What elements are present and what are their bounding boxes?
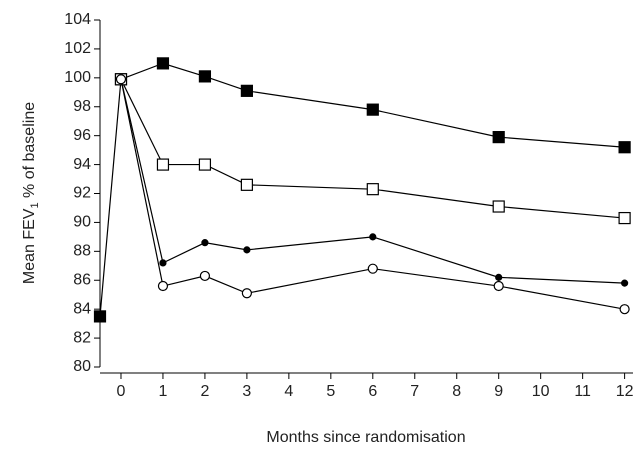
y-tick-label: 82 xyxy=(73,329,91,346)
y-tick-label: 92 xyxy=(73,185,91,202)
x-tick-label: 8 xyxy=(452,383,461,400)
marker xyxy=(115,74,127,85)
marker xyxy=(198,158,212,171)
y-axis-label-main: Mean FEV xyxy=(21,208,38,284)
y-tick-label: 84 xyxy=(73,300,91,317)
marker xyxy=(156,57,170,70)
y-tick-label: 100 xyxy=(64,69,91,86)
y-tick-label: 90 xyxy=(73,214,91,231)
x-tick-label: 7 xyxy=(410,383,419,400)
marker xyxy=(198,70,212,83)
y-tick-label: 104 xyxy=(64,11,91,28)
y-axis-label-subscript: 1 xyxy=(29,202,41,208)
x-tick-label: 11 xyxy=(574,383,591,400)
y-tick-label: 96 xyxy=(73,127,91,144)
marker xyxy=(157,280,169,292)
x-tick-label: 3 xyxy=(242,383,251,400)
marker xyxy=(243,246,251,254)
marker xyxy=(492,200,505,213)
x-tick-label: 4 xyxy=(284,383,293,400)
x-axis-label: Months since randomisation xyxy=(266,429,465,446)
marker xyxy=(201,239,209,247)
marker xyxy=(366,103,379,116)
y-axis-label: Mean FEV1 % of baseline xyxy=(21,102,41,284)
marker xyxy=(156,158,170,171)
marker xyxy=(495,273,503,281)
marker xyxy=(240,178,253,191)
marker xyxy=(619,304,630,315)
marker xyxy=(241,288,252,299)
y-tick-label: 86 xyxy=(73,271,91,288)
marker xyxy=(618,141,631,154)
series-line xyxy=(99,62,625,317)
y-axis-label-rest: % of baseline xyxy=(21,102,38,203)
y-tick-label: 98 xyxy=(73,98,91,115)
x-tick-label: 10 xyxy=(532,383,550,400)
x-tick-label: 2 xyxy=(200,383,209,400)
marker xyxy=(93,310,107,323)
y-tick-label: 102 xyxy=(64,40,91,57)
y-tick-label: 80 xyxy=(73,358,91,375)
marker xyxy=(618,211,631,225)
marker xyxy=(199,270,211,282)
y-tick-label: 94 xyxy=(73,156,91,173)
marker xyxy=(493,280,504,292)
marker xyxy=(367,263,378,274)
x-tick-label: 5 xyxy=(326,383,335,400)
marker xyxy=(159,259,167,267)
x-tick-label: 12 xyxy=(616,383,634,400)
marker xyxy=(366,183,379,196)
x-tick-label: 0 xyxy=(117,383,126,400)
series-line xyxy=(120,79,625,219)
x-tick-label: 1 xyxy=(158,383,167,400)
y-tick-label: 88 xyxy=(73,243,91,260)
marker xyxy=(240,84,253,97)
x-tick-label: 9 xyxy=(494,383,503,400)
x-tick-label: 6 xyxy=(368,383,377,400)
marker xyxy=(492,131,505,144)
marker xyxy=(369,233,377,241)
marker xyxy=(621,279,629,287)
